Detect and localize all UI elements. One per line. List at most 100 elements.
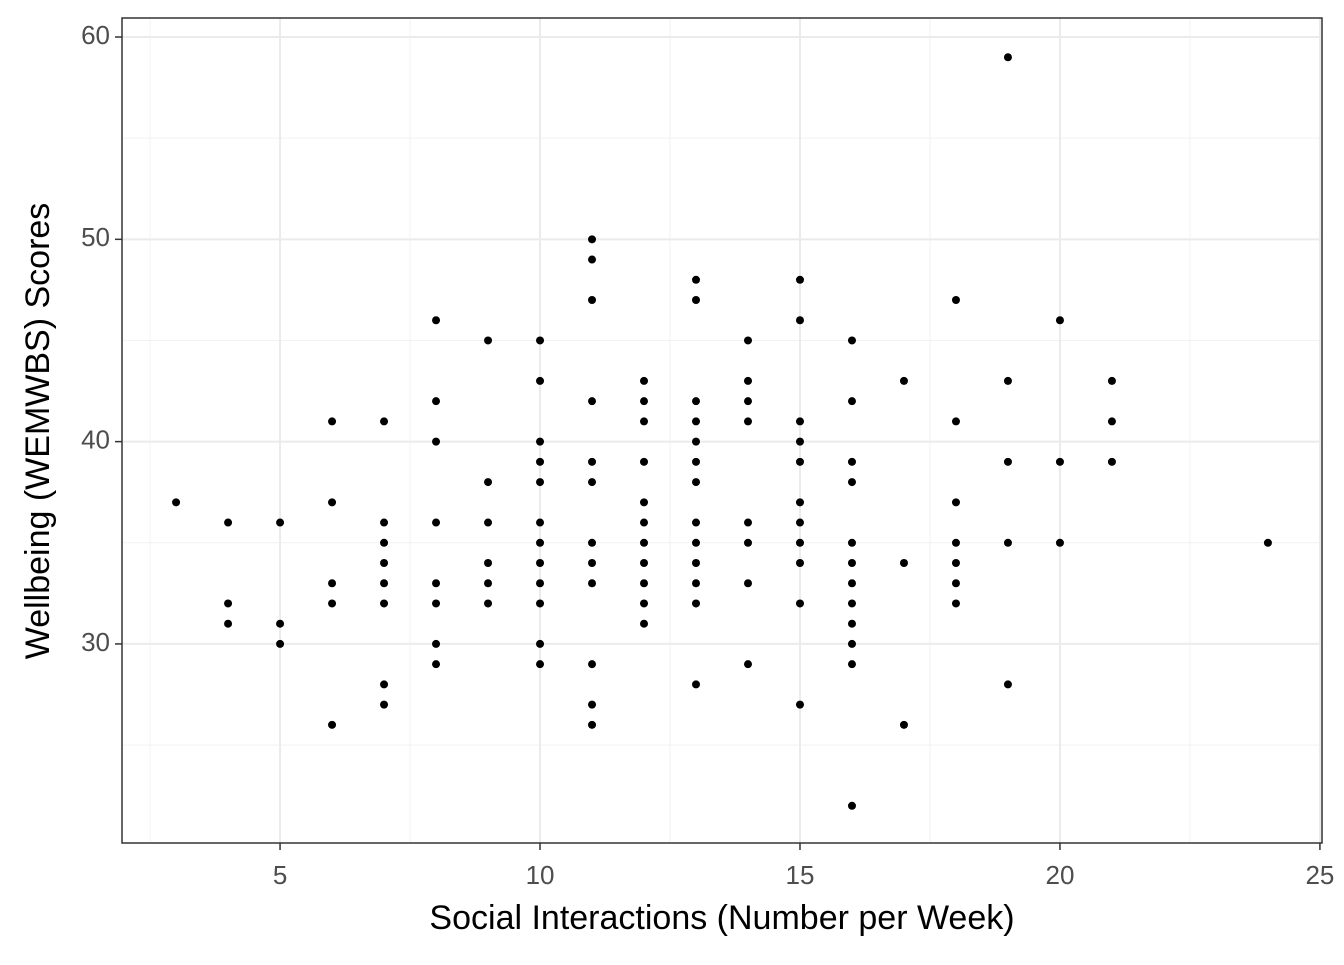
x-tick-label: 5 — [273, 860, 287, 890]
point — [536, 376, 545, 385]
point — [432, 518, 441, 527]
point — [847, 336, 856, 345]
point — [640, 457, 649, 466]
point — [432, 639, 441, 648]
point — [692, 518, 701, 527]
point — [640, 619, 649, 628]
point — [640, 376, 649, 385]
point — [1263, 538, 1272, 547]
point — [795, 457, 804, 466]
point — [536, 559, 545, 568]
point — [536, 639, 545, 648]
point — [588, 457, 597, 466]
point — [692, 599, 701, 608]
point — [380, 599, 389, 608]
point — [795, 498, 804, 507]
point — [795, 316, 804, 325]
point — [847, 397, 856, 406]
point — [640, 538, 649, 547]
point — [224, 518, 233, 527]
point — [588, 720, 597, 729]
point — [795, 599, 804, 608]
point — [847, 660, 856, 669]
point — [432, 316, 441, 325]
point — [743, 579, 752, 588]
point — [743, 417, 752, 426]
point — [380, 538, 389, 547]
point — [276, 518, 285, 527]
point — [432, 660, 441, 669]
point — [640, 417, 649, 426]
point — [795, 518, 804, 527]
point — [1003, 53, 1012, 62]
point — [847, 457, 856, 466]
point — [951, 599, 960, 608]
point — [484, 518, 493, 527]
point — [588, 700, 597, 709]
point — [951, 559, 960, 568]
point — [432, 437, 441, 446]
y-axis-title: Wellbeing (WEMWBS) Scores — [19, 203, 57, 660]
point — [588, 579, 597, 588]
point — [588, 235, 597, 244]
point — [380, 680, 389, 689]
point — [692, 437, 701, 446]
point — [743, 538, 752, 547]
point — [847, 599, 856, 608]
y-tick-label: 40 — [81, 425, 110, 455]
point — [172, 498, 181, 507]
point — [951, 498, 960, 507]
point — [1055, 538, 1064, 547]
point — [692, 275, 701, 284]
point — [380, 559, 389, 568]
point — [536, 538, 545, 547]
point — [692, 559, 701, 568]
point — [640, 579, 649, 588]
point — [795, 538, 804, 547]
point — [847, 619, 856, 628]
point — [951, 296, 960, 305]
point — [847, 559, 856, 568]
point — [692, 457, 701, 466]
x-tick-label: 25 — [1305, 860, 1334, 890]
point — [692, 478, 701, 487]
point — [536, 478, 545, 487]
point — [380, 579, 389, 588]
point — [1107, 457, 1116, 466]
point — [847, 579, 856, 588]
point — [588, 255, 597, 264]
point — [328, 579, 337, 588]
x-tick-label: 20 — [1045, 860, 1074, 890]
point — [795, 417, 804, 426]
point — [899, 720, 908, 729]
point — [692, 296, 701, 305]
point — [692, 397, 701, 406]
x-tick-label: 15 — [786, 860, 815, 890]
point — [484, 336, 493, 345]
point — [899, 376, 908, 385]
point — [847, 478, 856, 487]
point — [224, 619, 233, 628]
point — [484, 599, 493, 608]
point — [588, 478, 597, 487]
point — [692, 680, 701, 689]
x-tick-label: 10 — [526, 860, 555, 890]
point — [795, 275, 804, 284]
point — [795, 437, 804, 446]
point — [328, 417, 337, 426]
point — [1003, 376, 1012, 385]
point — [536, 457, 545, 466]
point — [1055, 316, 1064, 325]
point — [1003, 457, 1012, 466]
point — [484, 559, 493, 568]
y-tick-label: 50 — [81, 222, 110, 252]
point — [692, 417, 701, 426]
y-tick-label: 30 — [81, 627, 110, 657]
point — [847, 639, 856, 648]
point — [328, 498, 337, 507]
point — [588, 660, 597, 669]
point — [640, 518, 649, 527]
point — [640, 559, 649, 568]
point — [536, 437, 545, 446]
point — [640, 599, 649, 608]
